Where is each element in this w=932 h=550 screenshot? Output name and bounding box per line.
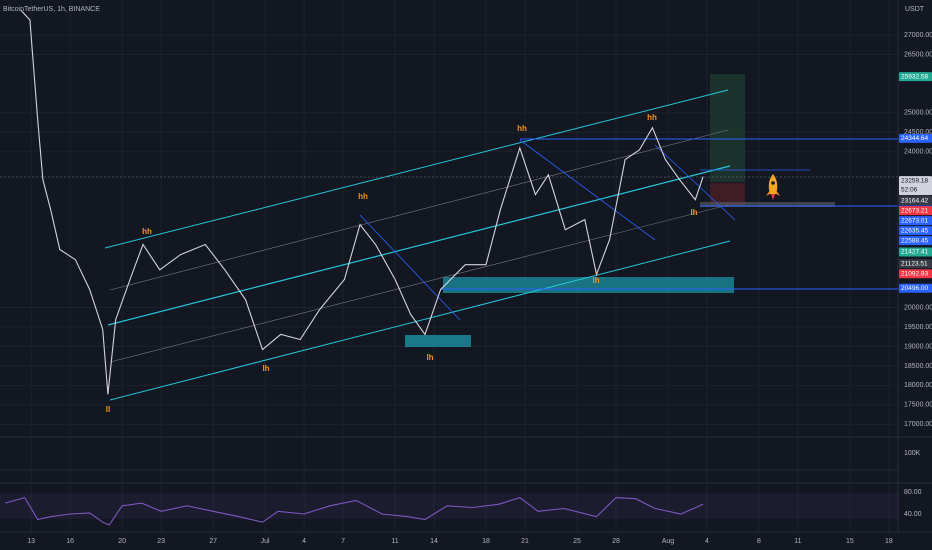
demand-zone bbox=[405, 335, 471, 347]
x-tick-label: 4 bbox=[705, 538, 709, 545]
long-position-loss bbox=[710, 183, 745, 205]
currency-label: USDT bbox=[905, 6, 925, 13]
pattern-label: lh bbox=[592, 276, 599, 285]
x-tick-label: 27 bbox=[209, 538, 217, 545]
price-label-box bbox=[899, 196, 932, 206]
demand-zone bbox=[443, 277, 734, 293]
x-tick-label: 7 bbox=[341, 538, 345, 545]
channel-line bbox=[109, 240, 731, 401]
y-tick-label: 24000.00 bbox=[904, 149, 932, 156]
x-tick-label: 28 bbox=[612, 538, 620, 545]
price-label: 21123.51 bbox=[901, 261, 928, 268]
x-tick-label: 11 bbox=[391, 538, 398, 545]
price-label: 25932.58 bbox=[901, 73, 928, 80]
x-tick-label: 21 bbox=[521, 538, 529, 545]
price-label: 22673.21 bbox=[901, 207, 928, 214]
pattern-label: lh bbox=[262, 364, 269, 373]
x-tick-label: 20 bbox=[118, 538, 126, 545]
trend-line bbox=[519, 139, 656, 241]
pattern-label: hh bbox=[358, 192, 368, 201]
pattern-label: hh bbox=[647, 113, 657, 122]
y-tick-label: 25000.00 bbox=[904, 110, 932, 117]
bar-countdown: 52:06 bbox=[901, 186, 918, 193]
y-tick-label: 100K bbox=[904, 450, 921, 457]
price-label-box bbox=[899, 259, 932, 269]
x-tick-label: 18 bbox=[885, 538, 893, 545]
x-tick-label: 8 bbox=[757, 538, 761, 545]
rocket-icon bbox=[766, 174, 780, 200]
price-line bbox=[5, 496, 704, 526]
chart-title: BitcoinTetherUS, 1h, BINANCE bbox=[3, 6, 100, 13]
y-tick-label: 18000.00 bbox=[904, 382, 932, 389]
y-tick-label: 24500.00 bbox=[904, 129, 932, 136]
x-tick-label: 18 bbox=[482, 538, 490, 545]
trend-line bbox=[359, 214, 461, 321]
y-tick-label: 26500.00 bbox=[904, 51, 932, 58]
x-tick-label: Aug bbox=[662, 538, 675, 545]
y-tick-label: 20000.00 bbox=[904, 304, 932, 311]
x-tick-label: 11 bbox=[794, 538, 801, 545]
range-box bbox=[700, 202, 835, 207]
trend-line bbox=[654, 144, 736, 221]
price-label: 22635.45 bbox=[901, 227, 928, 234]
x-tick-label: 16 bbox=[66, 538, 74, 545]
x-tick-label: 23 bbox=[157, 538, 165, 545]
price-label: 23259.18 bbox=[901, 177, 928, 184]
y-tick-label: 17500.00 bbox=[904, 402, 932, 409]
pattern-label: hh bbox=[142, 227, 152, 236]
pattern-label: lh bbox=[690, 208, 697, 217]
price-label-box bbox=[899, 72, 932, 82]
price-label: 21427.41 bbox=[901, 249, 928, 256]
pattern-label: ll bbox=[106, 405, 110, 414]
price-label: 23164.42 bbox=[901, 197, 928, 204]
price-label: 21092.93 bbox=[901, 271, 928, 278]
drawings bbox=[0, 74, 932, 401]
y-tick-label: 18500.00 bbox=[904, 363, 932, 370]
x-tick-label: Jul bbox=[261, 538, 270, 545]
price-label-box bbox=[899, 133, 932, 143]
price-line bbox=[20, 9, 704, 395]
channel-mid-line bbox=[109, 129, 729, 291]
y-tick-label: 19000.00 bbox=[904, 343, 932, 350]
price-label-box bbox=[899, 216, 932, 226]
x-tick-label: 13 bbox=[27, 538, 35, 545]
y-tick-label: 19500.00 bbox=[904, 324, 932, 331]
pattern-label: hh bbox=[517, 124, 527, 133]
channel-line bbox=[107, 165, 731, 326]
price-label-box bbox=[899, 283, 932, 293]
y-tick-label: 80.00 bbox=[904, 489, 922, 496]
price-label-box bbox=[899, 247, 932, 257]
long-position-profit bbox=[710, 74, 745, 182]
channel-line bbox=[104, 89, 729, 249]
price-label-box bbox=[899, 206, 932, 216]
price-label: 22588.45 bbox=[901, 237, 928, 244]
x-tick-label: 14 bbox=[430, 538, 438, 545]
price-label: 20496.00 bbox=[901, 285, 928, 292]
x-tick-label: 15 bbox=[846, 538, 854, 545]
price-label-box bbox=[899, 176, 932, 196]
price-label: 22673.01 bbox=[901, 217, 928, 224]
price-label: 24344.64 bbox=[901, 135, 928, 142]
y-tick-label: 17000.00 bbox=[904, 421, 932, 428]
x-tick-label: 4 bbox=[302, 538, 306, 545]
pattern-label: lh bbox=[426, 353, 433, 362]
channel-mid-line bbox=[109, 204, 729, 363]
price-label-box bbox=[899, 236, 932, 246]
price-label-box bbox=[899, 269, 932, 279]
x-tick-label: 25 bbox=[573, 538, 581, 545]
price-label-box bbox=[899, 226, 932, 236]
y-tick-label: 27000.00 bbox=[904, 32, 932, 39]
y-tick-label: 40.00 bbox=[904, 511, 922, 518]
